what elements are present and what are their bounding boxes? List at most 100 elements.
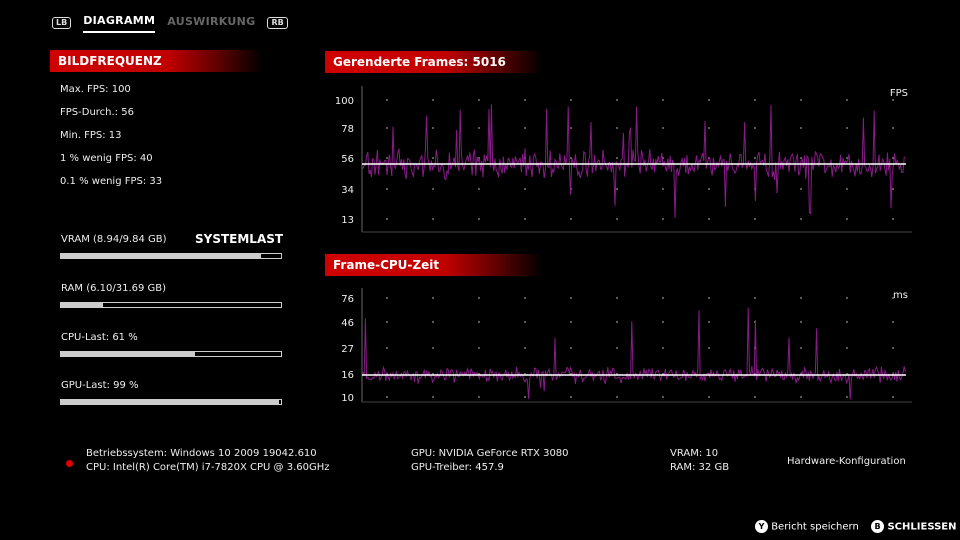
grid-dot — [708, 396, 710, 398]
grid-dot — [432, 297, 434, 299]
grid-dot — [432, 99, 434, 101]
cpu-load-bar-fill — [61, 352, 196, 356]
grid-dot — [570, 347, 572, 349]
ram-bar-fill — [61, 303, 104, 307]
cpu-load-label: CPU-Last: 61 % — [61, 332, 138, 343]
grid-dot — [386, 127, 388, 129]
grid-dot — [662, 297, 664, 299]
y-tick-label: 10 — [341, 393, 354, 404]
grid-dot — [708, 127, 710, 129]
close-button[interactable]: B SCHLIESSEN — [871, 520, 956, 533]
grid-dot — [846, 396, 848, 398]
grid-dot — [478, 99, 480, 101]
grid-dot — [616, 321, 618, 323]
grid-dot — [892, 218, 894, 220]
framerate-header: BILDFREQUENZ — [50, 50, 263, 72]
cpu-time-chart-header: Frame-CPU-Zeit — [325, 254, 543, 276]
y-tick-label: 34 — [341, 185, 354, 196]
rb-button-hint[interactable]: RB — [267, 17, 288, 29]
grid-dot — [524, 347, 526, 349]
grid-dot — [524, 99, 526, 101]
grid-dot — [892, 99, 894, 101]
frame-trace — [362, 307, 906, 400]
stat-avg-fps: FPS-Durch.: 56 — [60, 107, 134, 118]
cpu-load-bar — [60, 351, 282, 357]
grid-dot — [432, 321, 434, 323]
gpu-load-bar — [60, 399, 282, 405]
close-label: SCHLIESSEN — [887, 521, 957, 533]
save-report-label: Bericht speichern — [771, 521, 859, 533]
grid-dot — [570, 321, 572, 323]
grid-dot — [662, 347, 664, 349]
grid-dot — [892, 127, 894, 129]
grid-dot — [386, 99, 388, 101]
b-button-icon: B — [871, 520, 884, 533]
unit-label: FPS — [890, 88, 908, 99]
grid-dot — [800, 297, 802, 299]
grid-dot — [708, 188, 710, 190]
grid-dot — [570, 218, 572, 220]
grid-dot — [846, 297, 848, 299]
grid-dot — [616, 347, 618, 349]
grid-dot — [800, 396, 802, 398]
grid-dot — [662, 218, 664, 220]
y-tick-label: 56 — [341, 154, 354, 165]
tab-auswirkung[interactable]: AUSWIRKUNG — [167, 14, 256, 28]
stat-01pct-low: 0.1 % wenig FPS: 33 — [60, 176, 163, 187]
grid-dot — [386, 218, 388, 220]
gpu-info: GPU: NVIDIA GeForce RTX 3080 — [411, 448, 569, 459]
grid-dot — [616, 218, 618, 220]
grid-dot — [432, 188, 434, 190]
grid-dot — [386, 157, 388, 159]
grid-dot — [570, 297, 572, 299]
grid-dot — [524, 127, 526, 129]
grid-dot — [478, 396, 480, 398]
vram-info: VRAM: 10 — [670, 448, 719, 459]
grid-dot — [754, 127, 756, 129]
grid-dot — [754, 396, 756, 398]
grid-dot — [754, 218, 756, 220]
grid-dot — [386, 321, 388, 323]
vram-bar — [60, 253, 282, 259]
grid-dot — [570, 99, 572, 101]
gpu-load-bar-fill — [61, 400, 279, 404]
grid-dot — [800, 347, 802, 349]
grid-dot — [800, 321, 802, 323]
ram-info: RAM: 32 GB — [670, 462, 730, 473]
grid-dot — [846, 188, 848, 190]
grid-dot — [524, 218, 526, 220]
grid-dot — [892, 396, 894, 398]
grid-dot — [892, 188, 894, 190]
grid-dot — [892, 347, 894, 349]
status-dot — [66, 460, 73, 467]
grid-dot — [846, 347, 848, 349]
cpu-info: CPU: Intel(R) Core(TM) i7-7820X CPU @ 3.… — [86, 462, 330, 473]
grid-dot — [800, 157, 802, 159]
grid-dot — [524, 188, 526, 190]
grid-dot — [846, 321, 848, 323]
grid-dot — [708, 347, 710, 349]
stat-min-fps: Min. FPS: 13 — [60, 130, 122, 141]
grid-dot — [478, 188, 480, 190]
grid-dot — [386, 188, 388, 190]
grid-dot — [662, 321, 664, 323]
save-report-button[interactable]: Y Bericht speichern — [755, 520, 859, 533]
hardware-config-label: Hardware-Konfiguration — [787, 456, 906, 467]
grid-dot — [892, 297, 894, 299]
y-tick-label: 46 — [341, 318, 354, 329]
y-tick-label: 13 — [341, 215, 354, 226]
grid-dot — [478, 218, 480, 220]
grid-dot — [708, 321, 710, 323]
lb-button-hint[interactable]: LB — [52, 17, 72, 29]
grid-dot — [432, 157, 434, 159]
tab-diagramm[interactable]: DIAGRAMM — [83, 14, 156, 33]
frames-chart-header: Gerenderte Frames: 5016 — [325, 51, 543, 73]
grid-dot — [846, 127, 848, 129]
grid-dot — [570, 396, 572, 398]
frames-chart: 100 78 56 34 13 FPS — [335, 86, 912, 233]
y-tick-label: 16 — [341, 370, 354, 381]
vram-bar-fill — [61, 254, 261, 258]
grid-dot — [708, 297, 710, 299]
grid-dot — [524, 297, 526, 299]
os-info: Betriebssystem: Windows 10 2009 19042.61… — [86, 448, 317, 459]
